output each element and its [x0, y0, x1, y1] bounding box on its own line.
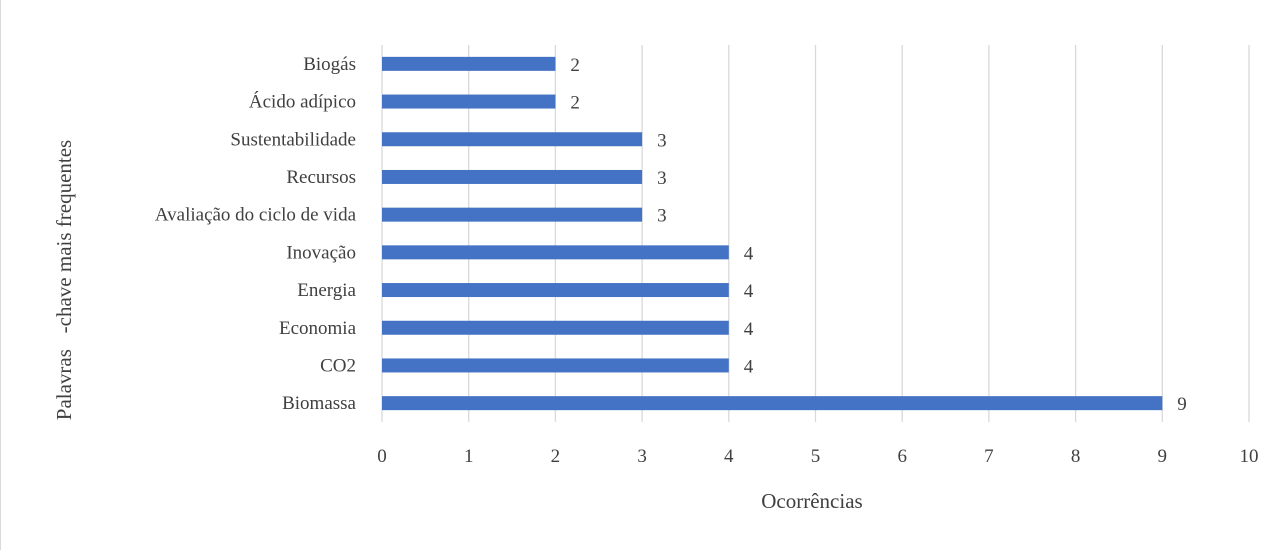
x-tick-label: 8: [1071, 446, 1081, 467]
category-label: Inovação: [286, 242, 356, 263]
data-label: 4: [744, 319, 754, 340]
x-tick-label: 2: [551, 446, 561, 467]
x-tick-label: 4: [724, 446, 734, 467]
bar: [382, 245, 729, 260]
data-label: 4: [744, 243, 754, 264]
x-tick-label: 3: [637, 446, 647, 467]
bar: [382, 358, 729, 373]
bar: [382, 283, 729, 298]
bar: [382, 396, 1163, 411]
x-tick-label: 6: [897, 446, 907, 467]
bar: [382, 132, 643, 147]
y-axis-title: Palavras -chave mais frequentes: [52, 140, 76, 420]
data-label: 3: [657, 130, 667, 151]
category-labels: Biogás Ácido adípico Sustentabilidade Recur…: [155, 54, 357, 414]
data-label: 9: [1177, 394, 1187, 415]
bar: [382, 169, 643, 184]
x-tick-labels: 0 1 2 3 4 5 6 7 8 9 10: [377, 446, 1258, 467]
data-label: 2: [570, 55, 580, 76]
x-tick-label: 5: [811, 446, 821, 467]
category-label: Ácido adípico: [249, 91, 356, 113]
data-label: 4: [744, 281, 754, 302]
x-tick-label: 7: [984, 446, 994, 467]
category-label: Energia: [297, 280, 356, 301]
data-labels: 2 2 3 3 3 4 4 4 4 9: [570, 55, 1186, 415]
bar: [382, 207, 643, 222]
x-tick-label: 10: [1240, 446, 1259, 467]
category-label: CO2: [320, 355, 356, 376]
data-label: 2: [570, 93, 580, 114]
data-label: 3: [657, 206, 667, 227]
category-label: Recursos: [286, 167, 356, 188]
category-label: Economia: [279, 318, 357, 339]
bar: [382, 320, 729, 335]
x-tick-label: 0: [377, 446, 387, 467]
bar: [382, 56, 556, 71]
x-tick-label: 1: [464, 446, 474, 467]
data-label: 3: [657, 168, 667, 189]
bar: [382, 94, 556, 109]
x-tick-label: 9: [1158, 446, 1168, 467]
category-label: Sustentabilidade: [230, 129, 356, 150]
category-label: Biomassa: [282, 393, 356, 414]
data-label: 4: [744, 356, 754, 377]
x-axis-title: Ocorrências: [761, 489, 862, 513]
bars-group: [382, 56, 1163, 411]
category-label: Avaliação do ciclo de vida: [155, 205, 357, 226]
category-label: Biogás: [303, 54, 356, 75]
